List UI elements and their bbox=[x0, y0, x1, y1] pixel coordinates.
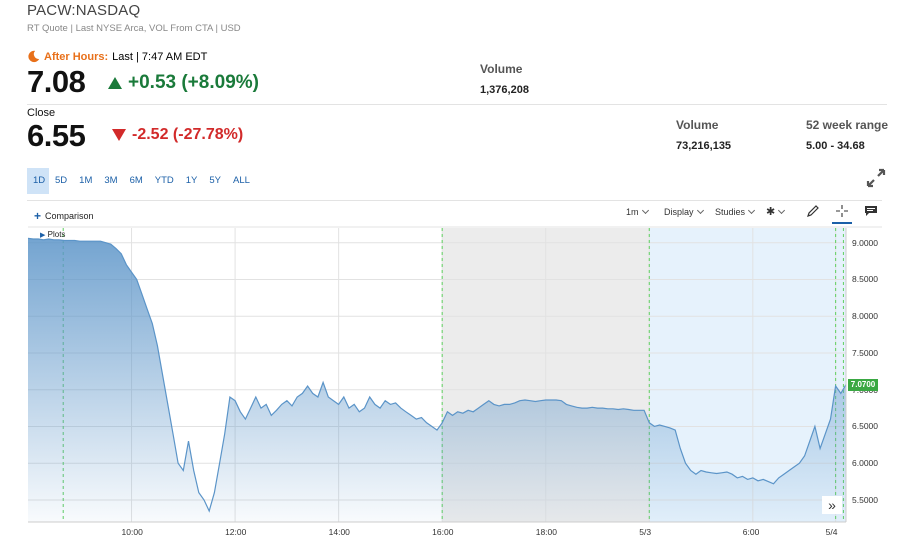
price-area bbox=[28, 238, 846, 523]
after-hours-last-time: Last | 7:47 AM EDT bbox=[112, 50, 208, 63]
crosshair-icon[interactable] bbox=[835, 204, 849, 218]
x-tick-label: 10:00 bbox=[121, 527, 143, 537]
pencil-icon[interactable] bbox=[806, 204, 820, 218]
range-all[interactable]: ALL bbox=[233, 175, 250, 186]
x-tick-label: 14:00 bbox=[328, 527, 350, 537]
after-hours-change-text: +0.53 (+8.09%) bbox=[128, 72, 259, 93]
chart-layer bbox=[27, 226, 882, 523]
interval-dropdown[interactable]: 1m bbox=[626, 206, 649, 217]
after-hours-volume-value: 1,376,208 bbox=[480, 84, 529, 96]
week-range-value: 5.00 - 34.68 bbox=[806, 140, 865, 152]
range-6m[interactable]: 6M bbox=[129, 175, 143, 186]
range-selector: 1D 5D 1M 3M 6M YTD 1Y 5Y ALL bbox=[27, 168, 256, 194]
close-volume-label: Volume bbox=[676, 118, 719, 132]
range-1m[interactable]: 1M bbox=[79, 175, 93, 186]
last-price-tag: 7.0700 bbox=[848, 378, 878, 391]
ticker-title: PACW:NASDAQ bbox=[27, 2, 141, 19]
studies-label: Studies bbox=[715, 207, 746, 217]
up-arrow-icon bbox=[108, 77, 122, 89]
x-tick-label: 18:00 bbox=[535, 527, 557, 537]
scroll-forward-button[interactable]: » bbox=[822, 496, 842, 514]
range-5d[interactable]: 5D bbox=[55, 175, 68, 186]
gear-icon: ✱ bbox=[766, 206, 776, 218]
studies-dropdown[interactable]: Studies bbox=[715, 206, 756, 217]
close-label: Close bbox=[27, 107, 56, 119]
x-tick-label: 5/4 bbox=[825, 527, 838, 537]
close-change: -2.52 (-27.78%) bbox=[112, 126, 243, 144]
expand-icon[interactable] bbox=[865, 167, 887, 189]
plus-icon: + bbox=[34, 209, 42, 223]
y-tick-label: 8.0000 bbox=[852, 311, 878, 322]
y-tick-label: 6.0000 bbox=[852, 458, 878, 469]
divider bbox=[27, 104, 887, 105]
after-hours-label: After Hours: bbox=[44, 50, 109, 63]
toolbar-divider bbox=[27, 200, 882, 201]
triangle-right-icon: ▶ bbox=[40, 232, 46, 239]
range-5y[interactable]: 5Y bbox=[209, 175, 222, 186]
down-arrow-icon bbox=[112, 129, 126, 141]
after-hours-price: 7.08 bbox=[27, 64, 86, 99]
crosshair-active-indicator bbox=[832, 222, 852, 224]
after-hours-row: After Hours: Last | 7:47 AM EDT bbox=[27, 50, 207, 63]
display-label: Display bbox=[664, 207, 694, 217]
range-1d[interactable]: 1D bbox=[27, 168, 49, 194]
week-range-label: 52 week range bbox=[806, 118, 889, 132]
y-tick-label: 5.5000 bbox=[852, 494, 878, 505]
price-line bbox=[27, 237, 847, 513]
plots-toggle[interactable]: ▶ Plots bbox=[40, 230, 65, 239]
range-3m[interactable]: 3M bbox=[104, 175, 118, 186]
display-dropdown[interactable]: Display bbox=[664, 206, 704, 217]
y-tick-label: 9.0000 bbox=[852, 237, 878, 248]
y-tick-label: 8.5000 bbox=[852, 274, 878, 285]
quote-source-subline: RT Quote | Last NYSE Arca, VOL From CTA … bbox=[27, 23, 241, 34]
comparison-label: Comparison bbox=[45, 211, 94, 221]
close-price: 6.55 bbox=[27, 118, 86, 153]
interval-label: 1m bbox=[626, 207, 639, 217]
x-tick-label: 5/3 bbox=[639, 527, 652, 537]
x-tick-label: 12:00 bbox=[225, 527, 247, 537]
settings-button[interactable]: ✱ bbox=[766, 205, 786, 218]
moon-icon bbox=[28, 50, 40, 63]
x-tick-label: 6:00 bbox=[742, 527, 760, 537]
range-1y[interactable]: 1Y bbox=[185, 175, 198, 186]
close-change-text: -2.52 (-27.78%) bbox=[132, 126, 244, 143]
x-tick-label: 16:00 bbox=[432, 527, 454, 537]
plots-label: Plots bbox=[47, 230, 66, 239]
after-hours-volume-label: Volume bbox=[480, 62, 523, 76]
y-tick-label: 7.5000 bbox=[852, 347, 878, 358]
comparison-button[interactable]: + Comparison bbox=[34, 209, 94, 223]
range-ytd[interactable]: YTD bbox=[154, 175, 174, 186]
close-volume-value: 73,216,135 bbox=[676, 140, 732, 152]
y-tick-label: 6.5000 bbox=[852, 421, 878, 432]
after-hours-change: +0.53 (+8.09%) bbox=[108, 72, 259, 94]
comment-icon[interactable] bbox=[864, 205, 878, 217]
